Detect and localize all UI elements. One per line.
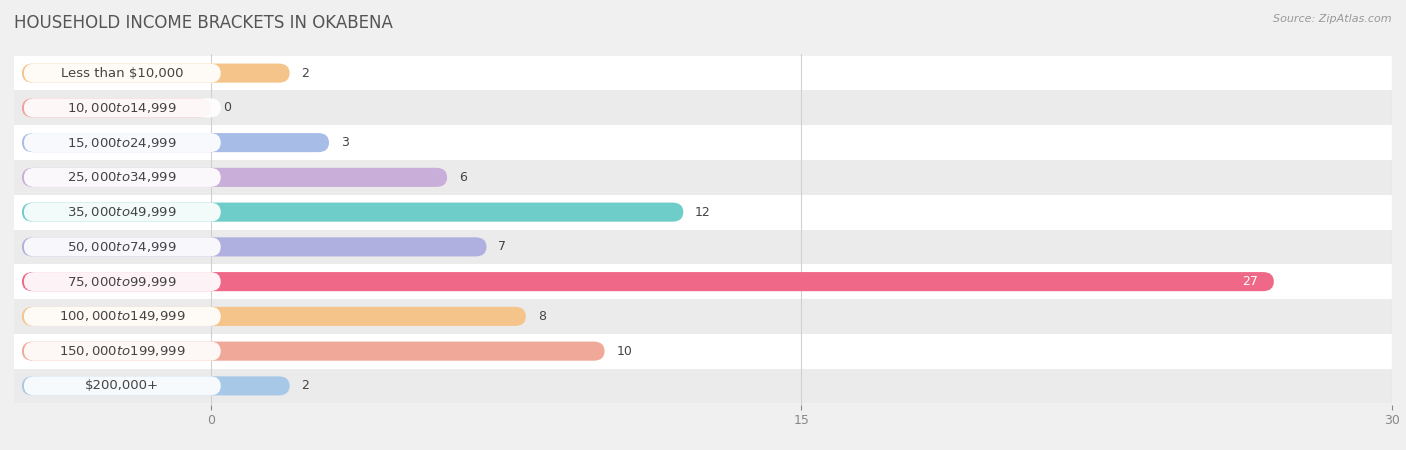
Text: 6: 6 xyxy=(458,171,467,184)
Text: $100,000 to $149,999: $100,000 to $149,999 xyxy=(59,310,186,324)
FancyBboxPatch shape xyxy=(24,307,221,326)
Text: $10,000 to $14,999: $10,000 to $14,999 xyxy=(67,101,177,115)
FancyBboxPatch shape xyxy=(24,63,221,83)
Text: 2: 2 xyxy=(301,379,309,392)
Text: 3: 3 xyxy=(340,136,349,149)
FancyBboxPatch shape xyxy=(14,369,1392,403)
FancyBboxPatch shape xyxy=(14,264,1392,299)
FancyBboxPatch shape xyxy=(14,56,1392,90)
FancyBboxPatch shape xyxy=(22,168,447,187)
FancyBboxPatch shape xyxy=(24,342,221,361)
Text: Less than $10,000: Less than $10,000 xyxy=(60,67,184,80)
FancyBboxPatch shape xyxy=(22,376,290,396)
FancyBboxPatch shape xyxy=(14,125,1392,160)
FancyBboxPatch shape xyxy=(14,299,1392,334)
Text: 8: 8 xyxy=(537,310,546,323)
FancyBboxPatch shape xyxy=(24,133,221,152)
Text: $50,000 to $74,999: $50,000 to $74,999 xyxy=(67,240,177,254)
Text: 2: 2 xyxy=(301,67,309,80)
Text: 10: 10 xyxy=(616,345,633,358)
FancyBboxPatch shape xyxy=(24,376,221,396)
FancyBboxPatch shape xyxy=(22,63,290,83)
FancyBboxPatch shape xyxy=(22,342,605,361)
FancyBboxPatch shape xyxy=(24,237,221,256)
Text: $15,000 to $24,999: $15,000 to $24,999 xyxy=(67,135,177,149)
Text: $75,000 to $99,999: $75,000 to $99,999 xyxy=(67,274,177,288)
FancyBboxPatch shape xyxy=(14,160,1392,195)
FancyBboxPatch shape xyxy=(24,202,221,222)
FancyBboxPatch shape xyxy=(22,307,526,326)
FancyBboxPatch shape xyxy=(24,272,221,291)
Text: 27: 27 xyxy=(1243,275,1258,288)
FancyBboxPatch shape xyxy=(22,237,486,256)
Text: $25,000 to $34,999: $25,000 to $34,999 xyxy=(67,171,177,184)
Text: 7: 7 xyxy=(498,240,506,253)
Text: Source: ZipAtlas.com: Source: ZipAtlas.com xyxy=(1274,14,1392,23)
FancyBboxPatch shape xyxy=(14,195,1392,230)
FancyBboxPatch shape xyxy=(14,90,1392,125)
FancyBboxPatch shape xyxy=(22,133,329,152)
FancyBboxPatch shape xyxy=(22,98,211,117)
Text: $35,000 to $49,999: $35,000 to $49,999 xyxy=(67,205,177,219)
FancyBboxPatch shape xyxy=(14,334,1392,369)
Text: HOUSEHOLD INCOME BRACKETS IN OKABENA: HOUSEHOLD INCOME BRACKETS IN OKABENA xyxy=(14,14,392,32)
FancyBboxPatch shape xyxy=(24,98,221,117)
Text: 0: 0 xyxy=(222,101,231,114)
Text: $150,000 to $199,999: $150,000 to $199,999 xyxy=(59,344,186,358)
FancyBboxPatch shape xyxy=(14,230,1392,264)
FancyBboxPatch shape xyxy=(24,168,221,187)
FancyBboxPatch shape xyxy=(22,202,683,222)
FancyBboxPatch shape xyxy=(22,272,1274,291)
Text: $200,000+: $200,000+ xyxy=(86,379,159,392)
Text: 12: 12 xyxy=(695,206,711,219)
